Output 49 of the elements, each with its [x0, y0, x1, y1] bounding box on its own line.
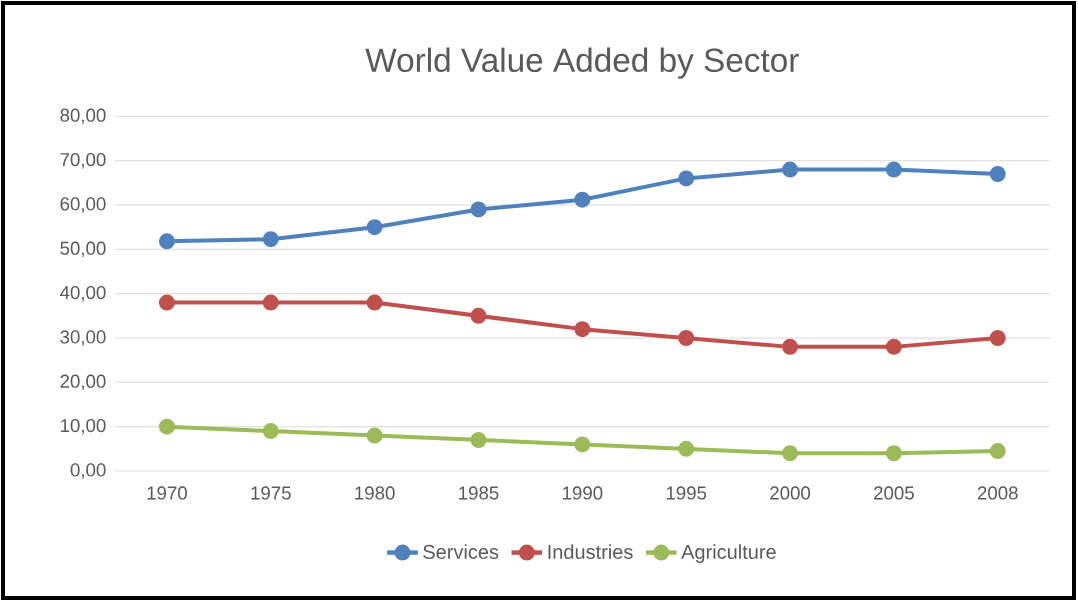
x-tick-label: 2000: [770, 486, 811, 500]
x-tick-label: 1970: [147, 486, 187, 500]
legend-label: Agriculture: [681, 544, 776, 563]
point: [574, 436, 591, 453]
point: [366, 427, 383, 444]
point: [989, 443, 1006, 460]
point: [470, 431, 487, 448]
point: [678, 170, 695, 187]
point: [262, 231, 279, 248]
point: [678, 330, 695, 347]
point: [782, 338, 799, 355]
x-tick-label: 1990: [563, 486, 603, 500]
y-tick-label: 20,00: [60, 374, 106, 391]
point: [678, 440, 695, 457]
point: [366, 294, 383, 311]
x-tick-label: 2008: [977, 486, 1018, 500]
y-tick-label: 50,00: [60, 241, 106, 258]
x-tick-label: 1985: [459, 486, 499, 500]
point: [158, 233, 175, 250]
y-tick-label: 70,00: [60, 152, 106, 169]
point: [989, 330, 1006, 347]
y-tick-label: 0,00: [70, 463, 106, 479]
x-tick-label: 1980: [355, 486, 395, 500]
point: [470, 307, 487, 324]
point: [262, 294, 279, 311]
y-tick-label: 10,00: [61, 418, 106, 435]
chart-title: World Value Added by Sector: [365, 47, 799, 79]
point: [885, 445, 902, 462]
point: [885, 338, 902, 355]
point: [158, 294, 175, 311]
point: [782, 161, 799, 178]
point: [885, 161, 902, 178]
point: [470, 201, 487, 218]
x-tick-label: 1975: [251, 486, 291, 500]
point: [574, 191, 591, 208]
point: [782, 445, 799, 462]
y-tick-label: 80,00: [60, 108, 106, 125]
point: [158, 418, 175, 435]
y-tick-label: 30,00: [60, 330, 106, 346]
x-tick-label: 2005: [874, 486, 914, 500]
legend-label: Industries: [548, 544, 633, 559]
point: [574, 321, 591, 338]
point: [262, 423, 279, 440]
x-tick-label: 1995: [666, 486, 707, 500]
point: [989, 165, 1006, 182]
y-tick-label: 40,00: [60, 285, 106, 302]
legend-label: Services: [423, 544, 499, 559]
y-tick-label: 60,00: [60, 197, 106, 213]
point: [366, 219, 383, 236]
